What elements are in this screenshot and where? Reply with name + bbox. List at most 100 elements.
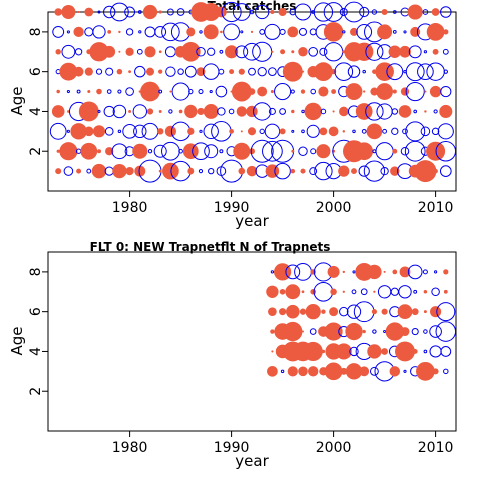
x-tick-label: 2000 xyxy=(316,440,352,456)
bubble-point xyxy=(59,142,78,161)
bubble-point xyxy=(391,108,399,115)
bubble-point xyxy=(422,269,428,275)
bubble-point xyxy=(184,65,197,78)
bubble-point xyxy=(204,144,219,159)
bubble-point xyxy=(405,62,425,82)
bubble-point xyxy=(221,1,242,23)
bubble-point xyxy=(228,108,235,115)
y-axis-label: Age xyxy=(8,326,26,355)
bubble-point xyxy=(158,10,162,14)
bubble-point xyxy=(136,48,143,55)
x-axis-label: year xyxy=(235,212,269,230)
bubble-point xyxy=(265,164,280,178)
bubble-point xyxy=(375,142,394,161)
y-axis-label: Age xyxy=(8,86,26,115)
bubble-point xyxy=(86,168,92,174)
bubble-point xyxy=(229,69,235,75)
bubble-point xyxy=(84,27,94,37)
bubble-point xyxy=(246,105,258,118)
bubble-point xyxy=(208,167,215,175)
x-tick-label: 2010 xyxy=(418,200,454,216)
bubble-point xyxy=(345,83,363,100)
bubble-point xyxy=(156,128,164,135)
bubble-point xyxy=(339,106,349,117)
bubble-point xyxy=(308,366,319,377)
bubble-point xyxy=(365,102,384,121)
bubble-point xyxy=(124,6,136,18)
bubble-point xyxy=(184,104,198,119)
bubble-point xyxy=(197,107,205,116)
bubble-point xyxy=(391,127,399,135)
bubble-point xyxy=(257,86,268,97)
bubble-point xyxy=(403,369,407,373)
bubble-point xyxy=(308,46,319,57)
bubble-point xyxy=(140,81,160,102)
bubble-point xyxy=(268,67,277,77)
bubble-point xyxy=(318,86,329,97)
bubble-point xyxy=(271,350,274,353)
bubble-point xyxy=(397,304,413,320)
bubble-point xyxy=(300,89,306,94)
bubble-point xyxy=(118,30,121,34)
bubble-point xyxy=(141,122,159,140)
bubble-point xyxy=(372,329,377,334)
x-axis-label: year xyxy=(235,452,269,470)
bubble-point xyxy=(249,9,255,15)
bubble-point xyxy=(298,27,308,36)
bubble-point xyxy=(61,44,76,59)
bubble-point xyxy=(169,90,172,93)
bubble-point xyxy=(134,165,146,177)
bubble-point xyxy=(340,367,348,375)
bubble-point xyxy=(56,89,60,94)
bubble-point xyxy=(70,123,87,140)
bubble-point xyxy=(392,89,397,94)
bubble-point xyxy=(429,325,442,338)
bubble-point xyxy=(371,9,378,15)
y-tick-label: 2 xyxy=(28,147,44,156)
bubble-point xyxy=(104,166,114,176)
bubble-point xyxy=(235,45,249,59)
bubble-point xyxy=(388,45,402,59)
bubble-point xyxy=(270,329,275,334)
bubble-point xyxy=(147,149,153,154)
bubble-point xyxy=(250,139,274,163)
bubble-point xyxy=(417,63,434,81)
bubble-point xyxy=(52,25,65,38)
bubble-point xyxy=(262,140,283,162)
bubble-point xyxy=(408,45,422,59)
bubble-point xyxy=(439,104,453,118)
bubble-point xyxy=(290,168,296,174)
bubble-point xyxy=(229,128,234,134)
bubble-point xyxy=(56,149,60,153)
bubble-point xyxy=(89,42,109,62)
bubble-point xyxy=(253,102,272,121)
bubble-point xyxy=(158,169,162,173)
bubble-point xyxy=(207,47,216,56)
bubble-point xyxy=(377,24,393,40)
bubble-point xyxy=(398,285,412,299)
bubble-point xyxy=(434,270,438,274)
bubble-point xyxy=(66,129,70,133)
bubble-point xyxy=(280,369,285,374)
bubble-point xyxy=(240,130,243,133)
bubble-point xyxy=(355,103,373,120)
bubble-point xyxy=(145,67,155,76)
bubble-point xyxy=(298,146,308,156)
bubble-point xyxy=(303,341,323,362)
bubble-point xyxy=(309,167,318,176)
bubble-point xyxy=(291,149,295,153)
bubble-point xyxy=(122,124,137,139)
bubble-point xyxy=(424,110,427,113)
bubble-point xyxy=(267,365,278,377)
bubble-point xyxy=(116,68,123,75)
bubble-point xyxy=(192,142,210,161)
bubble-point xyxy=(278,7,287,17)
bubble-point xyxy=(128,70,132,74)
bubble-point xyxy=(166,8,174,16)
bubble-point xyxy=(287,26,299,38)
bubble-point xyxy=(443,269,449,275)
bubble-point xyxy=(282,61,303,82)
bubble-point xyxy=(398,105,412,118)
bubble-point xyxy=(87,90,91,94)
y-tick-label: 6 xyxy=(28,307,44,316)
